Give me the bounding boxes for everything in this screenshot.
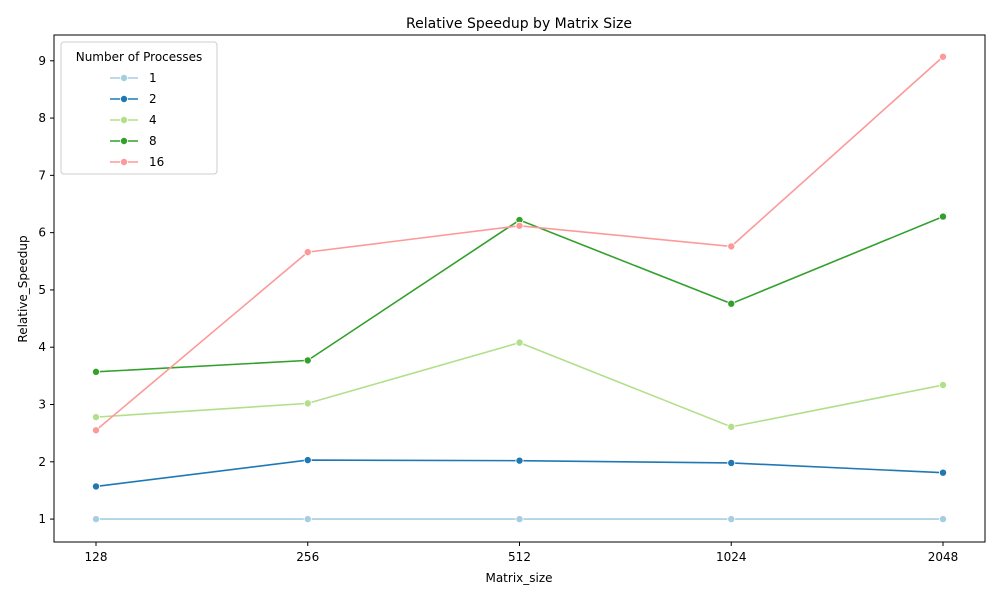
legend-entry: 1 <box>110 71 157 85</box>
y-axis-label: Relative_Speedup <box>16 235 30 342</box>
data-point <box>939 212 948 221</box>
data-point <box>92 482 101 491</box>
data-point <box>939 468 948 477</box>
data-point <box>939 52 948 61</box>
x-axis-ticks: 128 256 512 1024 2048 <box>85 542 959 564</box>
legend-entries: 1 2 4 8 16 <box>110 71 164 169</box>
y-tick-label: 2 <box>38 455 46 469</box>
legend-label: 1 <box>149 71 157 85</box>
data-point <box>92 515 101 524</box>
y-tick-label: 9 <box>38 54 46 68</box>
data-point <box>515 221 524 230</box>
data-point <box>303 356 312 365</box>
legend-swatch-marker <box>120 95 129 104</box>
y-tick-label: 1 <box>38 512 46 526</box>
data-point <box>515 456 524 465</box>
data-point <box>727 515 736 524</box>
y-tick-label: 7 <box>38 168 46 182</box>
legend-label: 4 <box>149 113 157 127</box>
legend-label: 2 <box>149 92 157 106</box>
y-tick-label: 5 <box>38 283 46 297</box>
legend-swatch-marker <box>120 157 129 166</box>
data-point <box>727 422 736 431</box>
legend-entry: 8 <box>110 134 157 148</box>
x-tick-label: 128 <box>85 550 108 564</box>
x-tick-label: 256 <box>296 550 319 564</box>
data-point <box>939 515 948 524</box>
data-point <box>303 456 312 465</box>
data-point <box>303 515 312 524</box>
series-8 <box>92 212 948 376</box>
legend-title: Number of Processes <box>76 50 203 64</box>
legend-label: 16 <box>149 155 164 169</box>
data-point <box>92 367 101 376</box>
series-1 <box>92 515 948 524</box>
legend-label: 8 <box>149 134 157 148</box>
chart-title: Relative Speedup by Matrix Size <box>406 16 632 32</box>
series-4 <box>92 338 948 431</box>
data-point <box>303 248 312 257</box>
legend-frame <box>60 41 218 175</box>
y-tick-label: 6 <box>38 226 46 240</box>
series-2 <box>92 456 948 491</box>
data-point <box>727 242 736 251</box>
y-axis-ticks: 1 2 3 4 5 6 7 8 9 <box>38 54 54 526</box>
data-point <box>727 458 736 467</box>
data-point <box>303 399 312 408</box>
x-axis-label: Matrix_size <box>485 571 552 585</box>
data-point <box>92 426 101 435</box>
legend-entry: 2 <box>110 92 157 106</box>
data-point <box>939 381 948 390</box>
data-point <box>92 413 101 422</box>
data-point <box>727 299 736 308</box>
legend-entry: 16 <box>110 155 164 169</box>
data-point <box>515 515 524 524</box>
data-point <box>515 338 524 347</box>
y-tick-label: 4 <box>38 340 46 354</box>
series-layer <box>92 52 948 524</box>
series-16 <box>92 52 948 435</box>
x-tick-label: 2048 <box>928 550 959 564</box>
legend-swatch-marker <box>120 74 129 83</box>
legend-swatch-marker <box>120 116 129 125</box>
legend: Number of Processes 1 2 4 8 16 <box>60 41 218 175</box>
y-tick-label: 3 <box>38 398 46 412</box>
y-tick-label: 8 <box>38 111 46 125</box>
x-tick-label: 1024 <box>716 550 747 564</box>
legend-swatch-marker <box>120 136 129 145</box>
legend-entry: 4 <box>110 113 157 127</box>
x-tick-label: 512 <box>508 550 531 564</box>
